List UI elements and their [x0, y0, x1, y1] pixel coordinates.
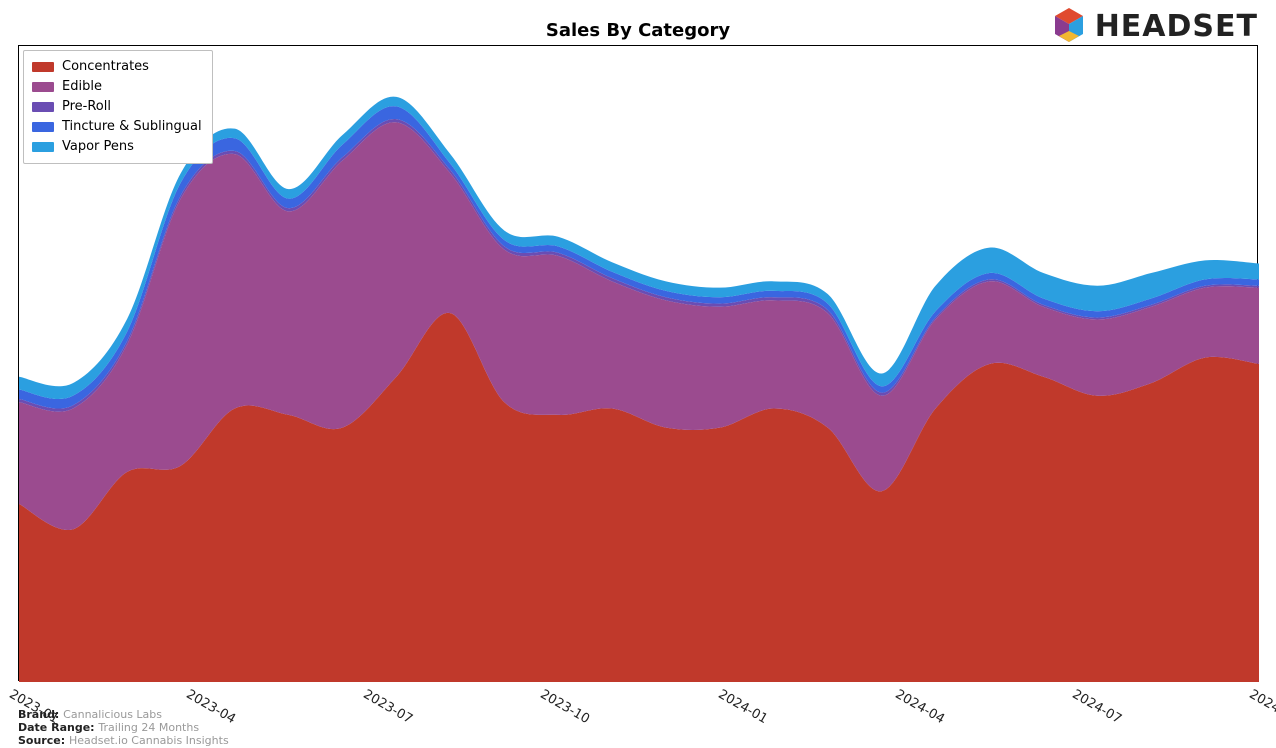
chart-title: Sales By Category: [0, 20, 1276, 41]
x-tick-label: 2024-10: [1247, 687, 1276, 727]
x-tick-label: 2023-10: [538, 687, 593, 727]
legend-item: Edible: [32, 77, 202, 97]
legend-swatch: [32, 82, 54, 92]
x-tick-label: 2023-07: [361, 687, 416, 727]
footer-value: Headset.io Cannabis Insights: [69, 734, 229, 747]
legend: ConcentratesEdiblePre-RollTincture & Sub…: [23, 50, 213, 164]
legend-item: Vapor Pens: [32, 137, 202, 157]
chart-footer: Brand: Cannalicious LabsDate Range: Trai…: [18, 708, 229, 747]
footer-value: Cannalicious Labs: [63, 708, 162, 721]
legend-swatch: [32, 122, 54, 132]
footer-label: Source:: [18, 734, 69, 747]
legend-item: Concentrates: [32, 57, 202, 77]
footer-line: Source: Headset.io Cannabis Insights: [18, 734, 229, 747]
legend-item: Tincture & Sublingual: [32, 117, 202, 137]
legend-label: Pre-Roll: [62, 97, 111, 117]
x-tick-label: 2024-04: [892, 687, 947, 727]
x-tick-label: 2024-01: [715, 687, 770, 727]
x-tick-label: 2024-07: [1069, 687, 1124, 727]
footer-value: Trailing 24 Months: [98, 721, 199, 734]
legend-swatch: [32, 62, 54, 72]
legend-swatch: [32, 102, 54, 112]
legend-label: Tincture & Sublingual: [62, 117, 202, 137]
legend-label: Edible: [62, 77, 102, 97]
footer-line: Brand: Cannalicious Labs: [18, 708, 229, 721]
legend-item: Pre-Roll: [32, 97, 202, 117]
legend-label: Vapor Pens: [62, 137, 134, 157]
footer-line: Date Range: Trailing 24 Months: [18, 721, 229, 734]
footer-label: Date Range:: [18, 721, 98, 734]
legend-label: Concentrates: [62, 57, 149, 77]
footer-label: Brand:: [18, 708, 63, 721]
legend-swatch: [32, 142, 54, 152]
